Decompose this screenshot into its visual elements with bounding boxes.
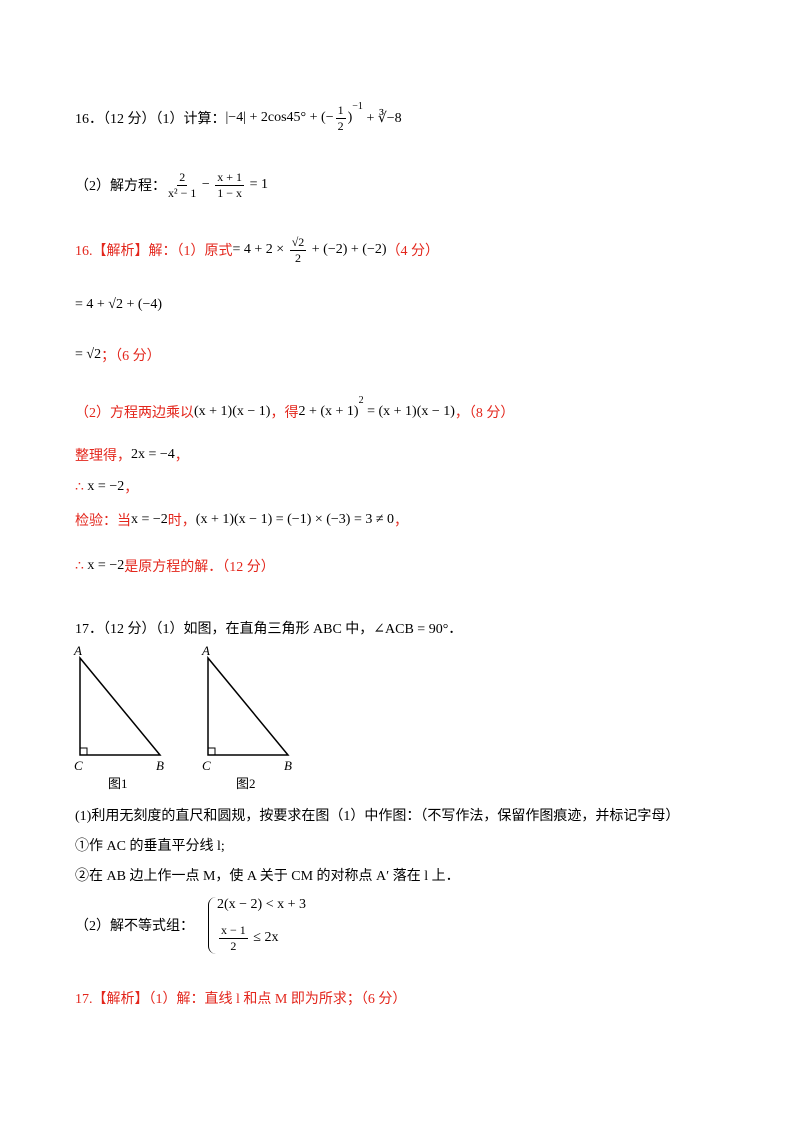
- text: x = −2: [87, 479, 125, 494]
- text-line: ∴ x = −2，: [75, 467, 138, 507]
- text: (1)利用无刻度的直尺和圆规，按要求在图（1）中作图：（不写作法，保留作图痕迹，…: [75, 809, 680, 824]
- text-line: ②在 AB 边上作一点 M，使 A 关于 CM 的对称点 A′ 落在 l 上．: [75, 855, 460, 895]
- text: 时，: [167, 514, 196, 529]
- text: (x + 1)(x − 1) = (−1) × (−3) = 3 ≠ 0: [195, 512, 395, 527]
- text: ∴: [75, 558, 88, 574]
- text: ，得: [270, 406, 299, 421]
- fraction: 2 x² − 1: [168, 170, 196, 201]
- vertex-label: B: [156, 758, 164, 773]
- text: 16.【解析】解：（1）原式: [75, 244, 233, 259]
- vertex-label: A: [73, 643, 82, 658]
- text: ，: [124, 481, 139, 496]
- fraction: √2 2: [289, 234, 307, 266]
- text-line: 16.【解析】解：（1）原式 = 4 + 2 × √2 2 + (−2) + (−2…: [75, 230, 439, 270]
- figure-caption: 图1: [108, 776, 128, 791]
- vertex-label: C: [74, 758, 83, 773]
- text-line: ①作 AC 的垂直平分线 l;: [75, 825, 225, 865]
- right-angle-mark: [208, 747, 216, 755]
- denominator: x² − 1: [168, 185, 197, 200]
- text: = (x + 1)(x − 1): [363, 404, 455, 419]
- text: 整理得，: [75, 449, 131, 464]
- numerator: 2: [177, 169, 188, 186]
- triangle: [79, 655, 162, 756]
- system-row: 2(x − 2) < x + 3: [217, 897, 306, 913]
- numerator: √2: [289, 234, 307, 251]
- denominator: 2: [230, 938, 237, 953]
- text: 16．（12 分）（1）计算：: [75, 112, 226, 127]
- text: (x + 1)(x − 1): [194, 404, 271, 419]
- text: = 1: [246, 177, 268, 192]
- text-line: 17．（12 分）（1）如图，在直角三角形 ABC 中，∠ACB = 90°．: [75, 608, 462, 648]
- text-line: 整理得， 2x = −4，: [75, 435, 189, 475]
- text: 2 + (x + 1): [298, 404, 359, 419]
- denominator: 1 − x: [217, 185, 243, 200]
- text: 17．（12 分）（1）如图，在直角三角形 ABC 中，∠ACB = 90°．: [75, 622, 463, 637]
- vertex-label: B: [284, 758, 292, 773]
- text-line: （2）方程两边乘以 (x + 1)(x − 1) ，得 2 + (x + 1) 2 = …: [75, 392, 514, 432]
- superscript: −1: [352, 100, 363, 112]
- right-angle-mark: [80, 747, 88, 755]
- text: 2(x − 2) < x + 3: [217, 896, 307, 912]
- text: ，: [394, 514, 409, 529]
- vertex-label: A: [201, 643, 210, 658]
- text: （4 分）: [386, 244, 440, 259]
- text: + ∛−8: [362, 110, 402, 126]
- text-line: 17.【解析】（1）解：直线 l 和点 M 即为所求；（6 分）: [75, 978, 406, 1018]
- numerator: x + 1: [215, 169, 245, 186]
- text-line: (1)利用无刻度的直尺和圆规，按要求在图（1）中作图：（不写作法，保留作图痕迹，…: [75, 795, 679, 835]
- text-line: 检验：当 x = −2 时， (x + 1)(x − 1) = (−1) × (−3)…: [75, 500, 408, 540]
- numerator: 1: [335, 102, 346, 119]
- denominator: 2: [337, 118, 344, 133]
- text: |−4| + 2cos45° + (−: [225, 110, 334, 125]
- superscript: 2: [358, 394, 364, 406]
- text: （2）方程两边乘以: [75, 406, 194, 421]
- text-line: 16．（12 分）（1）计算： |−4| + 2cos45° + (− 1 2) −1 …: [75, 98, 402, 138]
- text-line: ∴ x = −2 是原方程的解．（12 分）: [75, 546, 275, 586]
- text: （2）解方程：: [75, 179, 166, 194]
- text: ①作 AC 的垂直平分线 l;: [75, 839, 225, 854]
- text-line: = √2 ；（6 分）: [75, 335, 161, 375]
- text: −: [198, 177, 214, 192]
- text: 17.【解析】（1）解：直线 l 和点 M 即为所求；（6 分）: [75, 992, 407, 1007]
- text: ): [347, 110, 353, 125]
- text: = 4 + √2 + (−4): [75, 297, 163, 312]
- text: ；（6 分）: [101, 349, 161, 364]
- text-line: = 4 + √2 + (−4): [75, 285, 162, 325]
- text: ②在 AB 边上作一点 M，使 A 关于 CM 的对称点 A′ 落在 l 上．: [75, 869, 460, 884]
- numerator: x − 1: [219, 922, 248, 939]
- text: ≤ 2x: [249, 930, 279, 945]
- text: = √2: [75, 347, 102, 362]
- triangle: [207, 655, 290, 756]
- text: = 4 + 2 ×: [232, 242, 288, 257]
- text: 2x = −4: [131, 447, 175, 462]
- denominator: 2: [294, 250, 301, 265]
- text: + (−2) + (−2): [308, 242, 387, 257]
- text: 检验：当: [75, 514, 131, 529]
- figure-caption: 图2: [236, 776, 256, 791]
- text: 是原方程的解．（12 分）: [124, 560, 275, 575]
- text: x = −2: [87, 558, 125, 573]
- vertex-label: C: [202, 758, 211, 773]
- text: ，（8 分）: [454, 406, 515, 421]
- text: ，: [174, 449, 189, 464]
- text: （2）解不等式组：: [75, 919, 194, 934]
- text: ∴: [75, 479, 88, 495]
- text: x = −2: [131, 512, 168, 527]
